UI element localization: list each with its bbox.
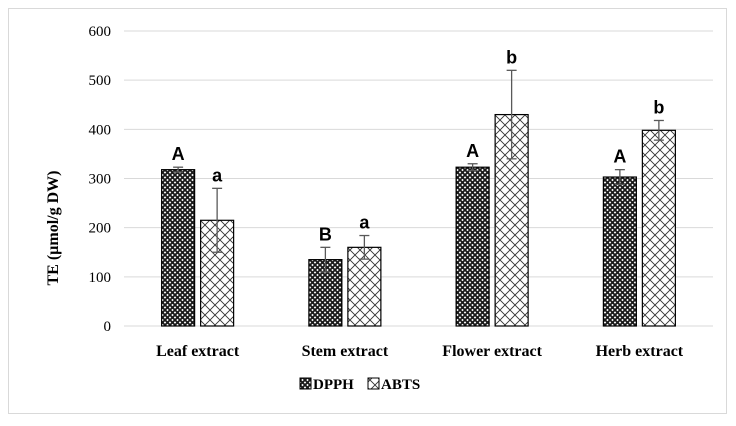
error-bar (359, 234, 370, 260)
x-axis-categories: Leaf extract Stem extract Flower extract He… (156, 343, 684, 360)
legend-swatch (299, 377, 312, 390)
significance-label: a (212, 165, 223, 185)
significance-labels: Aa Ba Ab Ab (172, 47, 665, 244)
legend-label: DPPH (313, 377, 354, 393)
significance-label: b (653, 97, 664, 117)
y-tick-label: 600 (89, 24, 112, 40)
y-tick-label: 0 (104, 319, 112, 335)
bar-abts (347, 246, 382, 327)
error-bar (320, 246, 331, 273)
x-category-label: Flower extract (442, 343, 542, 360)
y-axis-label: TE (µmol/g DW) (45, 171, 62, 286)
bar-abts (641, 129, 676, 327)
bars (161, 113, 676, 327)
y-tick-label: 300 (89, 172, 112, 188)
error-bars (173, 69, 664, 273)
significance-label: b (506, 47, 517, 67)
error-bar (506, 69, 517, 160)
error-bar (173, 166, 184, 173)
significance-label: A (172, 144, 185, 164)
significance-label: A (466, 141, 479, 161)
y-tick-label: 400 (89, 122, 112, 138)
legend-item-abts: ABTS (367, 377, 420, 393)
bar-dpph (602, 176, 637, 327)
bar-dpph (161, 169, 196, 327)
significance-label: A (613, 147, 626, 167)
legend-swatch (367, 377, 380, 390)
y-tick-label: 500 (89, 73, 112, 89)
significance-label: B (319, 224, 332, 244)
significance-label: a (359, 213, 370, 233)
y-axis-ticks: 0 100 200 300 400 500 600 (89, 24, 112, 335)
error-bar (614, 168, 625, 186)
error-bar (467, 163, 478, 172)
y-tick-label: 200 (89, 221, 112, 237)
x-category-label: Stem extract (302, 343, 389, 360)
error-bar (212, 187, 223, 253)
x-category-label: Herb extract (596, 343, 684, 360)
error-bar (653, 119, 664, 141)
bar-dpph (455, 166, 490, 327)
x-category-label: Leaf extract (156, 343, 240, 360)
y-tick-label: 100 (89, 270, 112, 286)
legend: DPPH ABTS (299, 377, 420, 393)
legend-label: ABTS (381, 377, 420, 393)
legend-item-dpph: DPPH (299, 377, 354, 393)
